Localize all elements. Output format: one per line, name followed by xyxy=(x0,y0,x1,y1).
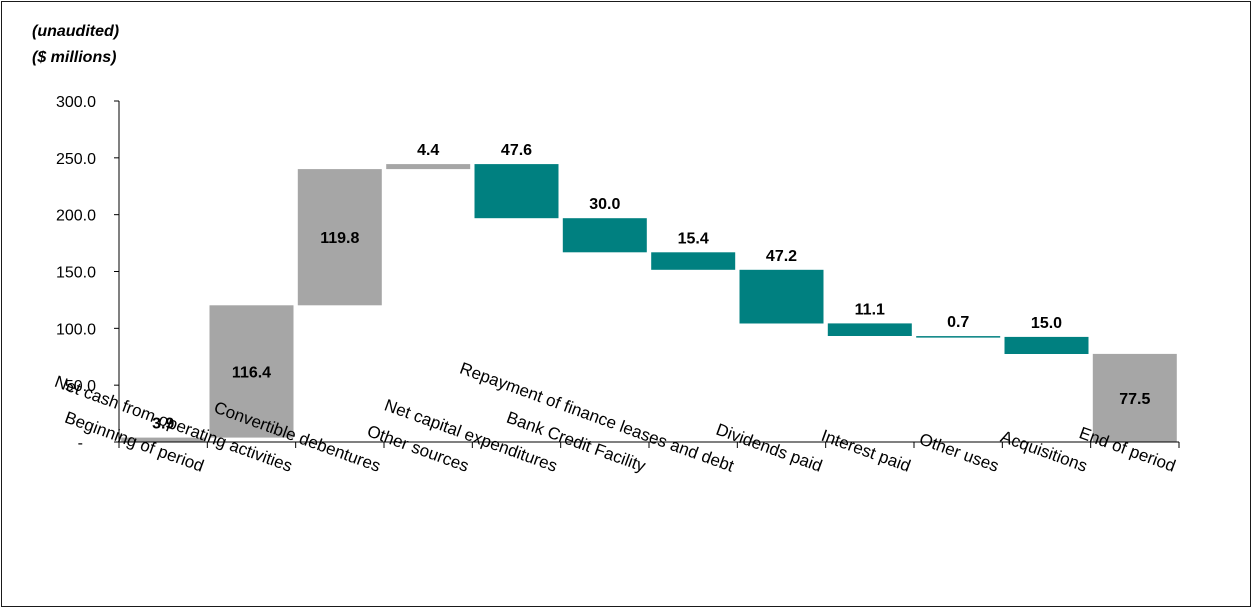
data-label-8: 47.2 xyxy=(766,248,797,265)
bar-6 xyxy=(562,218,647,253)
bar-3 xyxy=(297,169,382,306)
data-label-4: 4.4 xyxy=(417,142,439,159)
data-label-12: 77.5 xyxy=(1119,391,1150,408)
category-label-10: Other uses xyxy=(917,429,1002,475)
y-tick-label-2: 100.0 xyxy=(56,321,96,338)
y-tick-label-6: 300.0 xyxy=(56,94,96,111)
y-tick-label-0: - xyxy=(78,435,83,452)
data-label-5: 47.6 xyxy=(501,142,532,159)
units-note: ($ millions) xyxy=(32,49,117,66)
bar-4 xyxy=(386,164,471,170)
y-tick-label-1: 50.0 xyxy=(65,378,96,395)
bar-1 xyxy=(121,437,206,442)
bar-10 xyxy=(916,336,1001,338)
data-label-11: 15.0 xyxy=(1031,315,1062,332)
category-label-9: Interest paid xyxy=(819,426,913,476)
data-label-6: 30.0 xyxy=(589,196,620,213)
unaudited-note: (unaudited) xyxy=(32,23,120,40)
data-label-10: 0.7 xyxy=(947,314,969,331)
bar-8 xyxy=(739,269,824,324)
data-label-1: 3.9 xyxy=(152,416,174,433)
y-tick-label-3: 150.0 xyxy=(56,265,96,282)
data-label-3: 119.8 xyxy=(320,230,359,247)
y-tick-label-4: 200.0 xyxy=(56,208,96,225)
bar-2 xyxy=(209,305,294,438)
category-label-11: Acquisitions xyxy=(998,427,1090,476)
bar-9 xyxy=(827,323,912,336)
y-tick-label-5: 250.0 xyxy=(56,151,96,168)
data-label-7: 15.4 xyxy=(678,230,709,247)
data-label-9: 11.1 xyxy=(855,301,885,318)
bar-12 xyxy=(1092,353,1177,442)
bar-5 xyxy=(474,164,559,219)
data-label-2: 116.4 xyxy=(232,364,271,381)
bar-7 xyxy=(651,252,736,270)
bar-11 xyxy=(1004,336,1089,354)
